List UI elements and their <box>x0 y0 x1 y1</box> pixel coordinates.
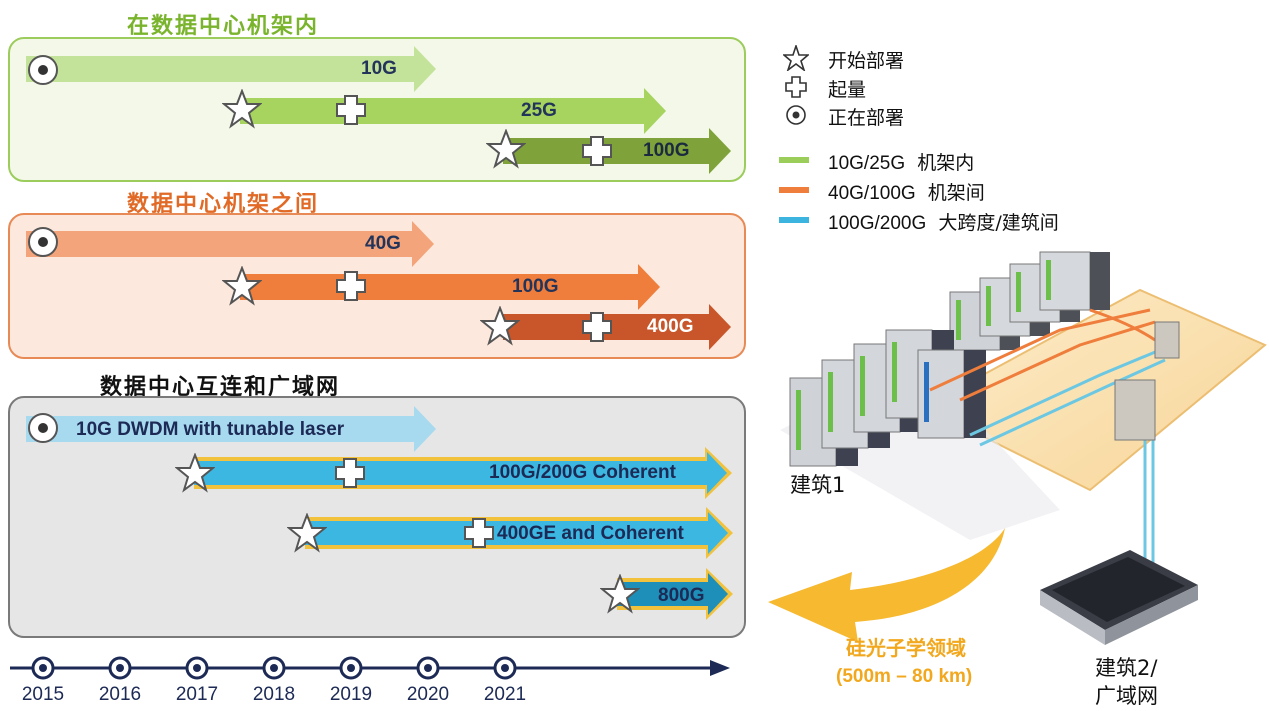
legend-desc: 大跨度/建筑间 <box>938 212 1059 234</box>
ramp-cross-icon <box>335 458 365 488</box>
legend-code: 10G/25G <box>828 153 906 174</box>
range-label: (500m – 80 km) <box>836 666 973 687</box>
arrow-400ge-coherent <box>305 507 733 559</box>
server-rack-group-front <box>789 329 986 467</box>
building-interconnect-cables <box>969 348 1166 580</box>
start-star-icon <box>486 129 526 169</box>
arrow-label-100g-intra: 100G <box>643 140 690 161</box>
year-label-2017: 2017 <box>175 684 219 705</box>
legend-code: 100G/200G <box>828 213 927 234</box>
wan-router <box>1040 550 1198 645</box>
arrow-100g-intra <box>503 128 731 174</box>
start-star-icon <box>222 266 262 306</box>
ramp-cross-icon <box>582 312 612 342</box>
start-star-icon <box>600 574 640 614</box>
building-1-label: 建筑1 <box>790 473 846 497</box>
arrow-800g <box>617 568 733 620</box>
datacenter-illustration <box>768 251 1267 645</box>
inter-rack-cables <box>929 308 1156 402</box>
ramp-cross-icon <box>464 518 494 548</box>
panel-title-intra-rack: 在数据中心机架内 <box>127 14 320 39</box>
building-2-label-line2: 广域网 <box>1095 684 1158 708</box>
server-rack-group-back <box>949 251 1110 351</box>
start-star-icon <box>287 513 327 553</box>
legend-item-dci: 100G/200G 大跨度/建筑间 <box>828 208 1059 235</box>
year-label-2016: 2016 <box>98 684 142 705</box>
legend-deploying-icon <box>786 105 806 125</box>
legend-swatch-inter <box>779 187 809 193</box>
start-star-icon <box>480 306 520 346</box>
deploying-marker-icon <box>28 227 58 257</box>
arrow-label-40g: 40G <box>365 233 401 254</box>
arrow-40g-inter <box>26 221 434 267</box>
edge-switch-cabinet <box>1154 321 1180 359</box>
ramp-cross-icon <box>336 271 366 301</box>
legend-swatch-intra <box>779 157 809 163</box>
legend-star-icon <box>783 45 809 71</box>
year-label-2015: 2015 <box>21 684 65 705</box>
legend-cross-icon <box>785 76 807 98</box>
year-label-2020: 2020 <box>406 684 450 705</box>
legend-code: 40G/100G <box>828 183 916 204</box>
timeline-axis <box>10 656 730 680</box>
legend-ramp-label: 起量 <box>828 79 867 101</box>
legend-deploying-label: 正在部署 <box>828 107 905 129</box>
ramp-cross-icon <box>336 95 366 125</box>
arrow-label-10g-dwdm: 10G DWDM with tunable laser <box>76 419 345 440</box>
building-2-label-line1: 建筑2/ <box>1095 656 1158 680</box>
legend-item-inter: 40G/100G 机架间 <box>828 178 985 205</box>
panel-title-inter-rack: 数据中心机架之间 <box>127 192 320 217</box>
legend-swatch-dci <box>779 217 809 223</box>
legend-start-label: 开始部署 <box>828 50 905 72</box>
start-star-icon <box>222 89 262 129</box>
arrow-label-800g: 800G <box>658 585 705 606</box>
arrow-label-400ge-coherent: 400GE and Coherent <box>497 523 684 544</box>
arrow-label-400g: 400G <box>647 316 694 337</box>
arrow-400g-inter <box>503 304 731 350</box>
core-switch-cabinet <box>1114 379 1156 441</box>
year-label-2018: 2018 <box>252 684 296 705</box>
year-label-2021: 2021 <box>483 684 527 705</box>
arrow-label-100g-200g-coherent: 100G/200G Coherent <box>489 462 676 483</box>
legend-item-intra: 10G/25G 机架内 <box>828 148 974 175</box>
silicon-photonics-arrow <box>768 528 1005 642</box>
arrow-label-25g: 25G <box>521 100 557 121</box>
arrow-label-100g-inter: 100G <box>512 276 559 297</box>
arrow-100g-200g-coherent <box>194 447 732 499</box>
start-star-icon <box>175 453 215 493</box>
legend-desc: 机架间 <box>927 182 985 204</box>
deploying-marker-icon <box>28 413 58 443</box>
panel-title-dci-wan: 数据中心互连和广域网 <box>100 375 341 400</box>
year-label-2019: 2019 <box>329 684 373 705</box>
arrow-label-10g: 10G <box>361 58 397 79</box>
deploying-marker-icon <box>28 55 58 85</box>
arrow-10g-intra <box>26 46 436 92</box>
legend-desc: 机架内 <box>917 152 975 174</box>
arrow-10g-dwdm <box>26 406 436 452</box>
ramp-cross-icon <box>582 136 612 166</box>
silicon-photonics-label: 硅光子学领域 <box>846 636 966 660</box>
